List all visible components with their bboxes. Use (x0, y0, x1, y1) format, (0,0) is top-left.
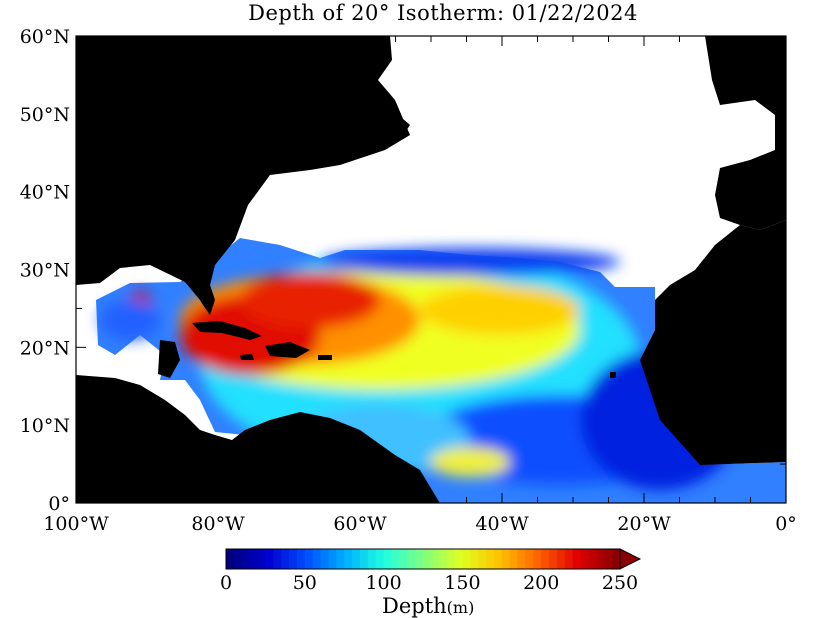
colorbar-cell (352, 549, 361, 569)
colorbar-cell (446, 549, 456, 569)
africa (640, 220, 786, 465)
colorbar-cell (493, 549, 503, 569)
colorbar-cell (580, 549, 589, 569)
colorbar-cell (486, 549, 495, 569)
colorbar-cell (265, 549, 274, 569)
lat-tick-label: 40°N (20, 182, 70, 204)
colorbar-tick-label: 150 (444, 572, 480, 594)
colorbar-cell (423, 549, 432, 569)
colorbar-tick-label: 0 (220, 572, 232, 594)
puerto-rico (318, 355, 332, 360)
yellow-south-patch (430, 447, 510, 477)
colorbar-cell (257, 549, 266, 569)
colorbar-cell (367, 549, 377, 569)
europe (705, 36, 786, 230)
lat-tick-label: 30°N (20, 260, 70, 282)
newfoundland (360, 108, 410, 140)
hispaniola (265, 342, 310, 358)
gulf-blue (100, 300, 160, 340)
colorbar-cell (399, 549, 408, 569)
colorbar-tick-label: 50 (293, 572, 317, 594)
cuba (192, 321, 262, 340)
lat-tick-label: 10°N (20, 415, 70, 437)
colorbar-cell (249, 549, 259, 569)
colorbar-cell (517, 549, 526, 569)
yellow-east (420, 285, 580, 335)
colorbar-cell (296, 549, 306, 569)
colorbar-cell (541, 549, 550, 569)
cape-verde (610, 372, 616, 378)
colorbar-cell (281, 549, 290, 569)
colorbar-cell (509, 549, 519, 569)
colorbar-cell (596, 549, 605, 569)
colorbar-cell (407, 549, 416, 569)
colorbar-label-text: Depth (382, 594, 447, 618)
colorbar-cell (588, 549, 597, 569)
lat-tick-label: 20°N (20, 337, 70, 359)
colorbar-cell (462, 549, 471, 569)
colorbar-tick-label: 200 (523, 572, 559, 594)
colorbar-cell (226, 549, 235, 569)
map-title: Depth of 20° Isotherm: 01/22/2024 (248, 1, 638, 25)
colorbar-cell (289, 549, 298, 569)
axis-tick-labels: 100°W 80°W 60°W 40°W 20°W 0° 60°N 50°N 40°N 30°N 2… (20, 26, 797, 535)
lon-tick-label: 80°W (191, 513, 245, 535)
colorbar-cell (612, 549, 621, 569)
colorbar-cell (336, 549, 345, 569)
colorbar-overflow-arrow (619, 548, 642, 570)
colorbar-cell (241, 549, 251, 569)
north-america (76, 36, 410, 300)
colorbar-cell (430, 549, 440, 569)
colorbar-cell (604, 549, 613, 569)
colorbar-cell (438, 549, 448, 569)
colorbar-tick-label: 250 (602, 572, 638, 594)
red-core-north (240, 272, 380, 328)
jamaica (240, 354, 254, 360)
colorbar-tick-label: 100 (365, 572, 401, 594)
lon-tick-label: 40°W (475, 513, 529, 535)
lat-tick-label: 60°N (20, 26, 70, 48)
colorbar-frame (225, 548, 621, 570)
florida (185, 282, 215, 315)
land (76, 36, 786, 503)
colorbar-unit: (m) (446, 598, 475, 617)
colorbar-label: Depth(m) (382, 594, 474, 618)
colorbar-cell (549, 549, 558, 569)
colorbar-cell (415, 549, 424, 569)
colorbar-cell (359, 549, 369, 569)
colorbar-cell (328, 549, 337, 569)
colorbar-cell (320, 549, 329, 569)
lat-tick-label: 0° (48, 493, 70, 515)
axis-ticks (75, 35, 787, 504)
colorbar-cell (533, 549, 542, 569)
lon-tick-label: 0° (775, 513, 797, 535)
colorbar-cell (344, 549, 353, 569)
colorbar-cell (375, 549, 385, 569)
colorbar-cell (556, 549, 566, 569)
north-blue-rim (320, 248, 620, 276)
colorbar-cell (478, 549, 487, 569)
colorbar-cell (273, 549, 282, 569)
colorbar-cell (383, 549, 392, 569)
lon-tick-label: 20°W (617, 513, 671, 535)
yucatan (158, 340, 180, 378)
colorbar-cell (501, 549, 511, 569)
colorbar-cell (572, 549, 582, 569)
colorbar-cell (470, 549, 479, 569)
central-america (76, 375, 440, 503)
colorbar-cell (312, 549, 322, 569)
colorbar-cell (454, 549, 463, 569)
lon-tick-label: 60°W (333, 513, 387, 535)
colorbar-cell (525, 549, 534, 569)
colorbar-cell (233, 549, 243, 569)
colorbar-cell (304, 549, 314, 569)
lon-tick-label: 100°W (43, 513, 109, 535)
colorbar-cell (391, 549, 400, 569)
lat-tick-label: 50°N (20, 104, 70, 126)
colorbar-cell (564, 549, 574, 569)
